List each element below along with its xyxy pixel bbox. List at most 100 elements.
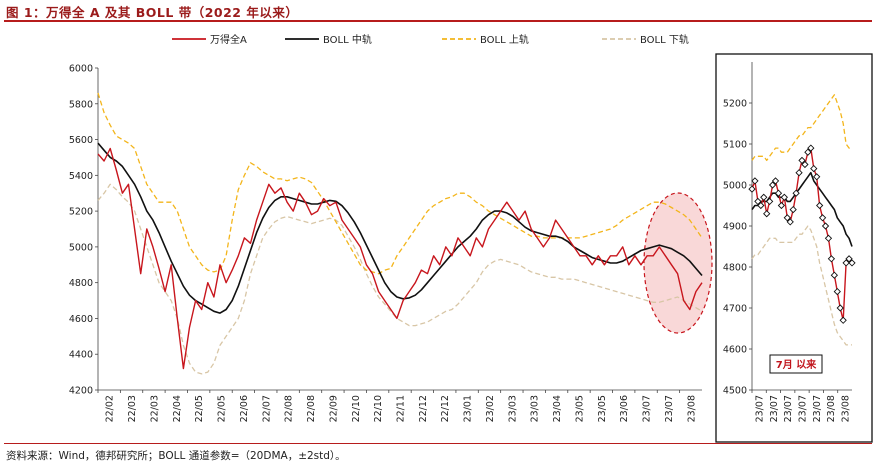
inset-index-point <box>830 271 838 279</box>
inset-index-point <box>801 160 809 169</box>
inset-title: 7月 以来 <box>776 358 817 371</box>
inset-index-point <box>754 197 762 206</box>
inset-index-point <box>783 214 791 222</box>
inset-y-tick-label: 4600 <box>723 345 747 356</box>
main-x-tick-label: 23/03 <box>507 395 518 422</box>
inset-x-tick-label: 23/07 <box>812 395 823 422</box>
inset-index-point <box>807 144 815 152</box>
inset-index-point <box>798 156 806 165</box>
main-x-tick-label: 23/04 <box>552 395 563 422</box>
source-note: 资料来源：Wind，德邦研究所；BOLL 通道参数=（20DMA，±2std）。 <box>6 450 346 462</box>
main-y-tick-label: 6000 <box>69 64 93 75</box>
main-x-tick-label: 22/09 <box>328 395 339 422</box>
main-x-tick-label: 23/07 <box>664 395 675 422</box>
inset-index-point <box>763 210 771 218</box>
main-y-tick-label: 4400 <box>69 350 93 361</box>
title-rule <box>4 20 872 22</box>
inset-frame <box>715 53 873 443</box>
main-series-boll-lower <box>97 183 703 375</box>
main-x-tick-label: 22/03 <box>149 395 160 422</box>
main-x-tick-label: 23/01 <box>463 395 474 422</box>
inset-index-point <box>848 259 856 267</box>
inset-index-point <box>771 177 780 185</box>
inset-index-point <box>813 173 821 181</box>
inset-index-point <box>780 193 788 201</box>
main-y-tick-label: 4800 <box>69 278 93 289</box>
inset-series-boll-upper <box>751 94 852 162</box>
inset-index-point <box>774 189 783 197</box>
main-x-tick-label: 22/07 <box>261 395 272 422</box>
inset-x-tick-label: 23/07 <box>798 395 809 422</box>
source-rule <box>4 443 872 444</box>
main-series-index <box>97 147 703 370</box>
inset-index-point <box>845 255 853 263</box>
main-x-tick-label: 22/05 <box>217 395 228 422</box>
inset-y-tick-label: 4500 <box>723 386 747 397</box>
main-x-tick-label: 22/10 <box>351 395 362 422</box>
main-y-tick-label: 5200 <box>69 207 93 218</box>
inset-x-tick-label: 23/08 <box>826 395 837 422</box>
main-y-tick-label: 5600 <box>69 135 93 146</box>
inset-index-point <box>833 287 841 296</box>
inset-y-tick-label: 5000 <box>723 181 747 192</box>
main-series-boll-mid <box>97 142 703 314</box>
inset-x-tick-label: 23/07 <box>769 395 780 422</box>
inset-y-tick-label: 5200 <box>723 99 747 110</box>
inset-index-point <box>804 148 812 156</box>
inset-index-point <box>748 185 756 193</box>
inset-index-point <box>795 169 803 177</box>
main-y-tick-label: 4600 <box>69 314 93 325</box>
inset-title-box <box>769 354 823 374</box>
main-x-tick-label: 22/06 <box>239 395 250 422</box>
inset-index-point <box>766 197 774 206</box>
main-y-tick-label: 5800 <box>69 99 93 110</box>
main-x-tick-label: 22/08 <box>284 395 295 422</box>
inset-x-tick-label: 23/07 <box>755 395 766 422</box>
legend-label-boll-upper: BOLL 上轨 <box>480 33 529 46</box>
highlight-ellipse <box>643 192 713 334</box>
inset-index-point <box>816 201 824 210</box>
inset-index-point <box>839 316 847 324</box>
inset-index-point <box>777 201 786 210</box>
figure-title: 图 1：万得全 A 及其 BOLL 带（2022 年以来） <box>6 5 299 20</box>
main-y-tick-label: 5000 <box>69 242 93 253</box>
main-x-tick-label: 23/07 <box>642 395 653 422</box>
inset-y-tick-label: 5100 <box>723 140 747 151</box>
main-x-tick-label: 23/05 <box>597 395 608 422</box>
main-x-tick-label: 22/04 <box>172 395 183 422</box>
inset-index-point <box>789 205 797 214</box>
main-x-tick-label: 23/06 <box>619 395 630 422</box>
inset-index-point <box>810 164 818 173</box>
inset-index-point <box>821 222 830 230</box>
legend-label-boll-lower: BOLL 下轨 <box>640 33 689 46</box>
inset-index-point <box>824 234 833 242</box>
inset-x-tick-label: 23/08 <box>840 395 851 422</box>
legend-label-index: 万得全A <box>210 33 247 46</box>
inset-index-point <box>836 304 844 312</box>
main-y-tick-label: 5400 <box>69 171 93 182</box>
legend-label-boll-mid: BOLL 中轨 <box>323 33 372 46</box>
main-x-tick-label: 23/03 <box>530 395 541 422</box>
inset-x-tick-label: 23/07 <box>783 395 794 422</box>
inset-index-point <box>751 177 759 185</box>
inset-y-tick-label: 4800 <box>723 263 747 274</box>
main-x-tick-label: 22/02 <box>105 395 116 422</box>
main-x-tick-label: 22/12 <box>440 395 451 422</box>
main-x-tick-label: 23/05 <box>574 395 585 422</box>
inset-index-point <box>760 193 768 201</box>
main-x-tick-label: 23/08 <box>686 395 697 422</box>
inset-index-point <box>768 181 777 189</box>
inset-index-point <box>792 189 800 197</box>
main-x-tick-label: 22/08 <box>306 395 317 422</box>
main-x-tick-label: 22/05 <box>194 395 205 422</box>
inset-series-boll-mid <box>751 171 853 247</box>
inset-index-point <box>842 259 850 267</box>
main-x-tick-label: 22/11 <box>396 395 407 422</box>
inset-index-point <box>786 218 794 226</box>
inset-y-tick-label: 4900 <box>723 222 747 233</box>
main-x-tick-label: 22/12 <box>418 395 429 422</box>
inset-index-point <box>818 214 827 222</box>
main-x-tick-label: 22/03 <box>127 395 138 422</box>
main-series-boll-upper <box>97 92 703 275</box>
